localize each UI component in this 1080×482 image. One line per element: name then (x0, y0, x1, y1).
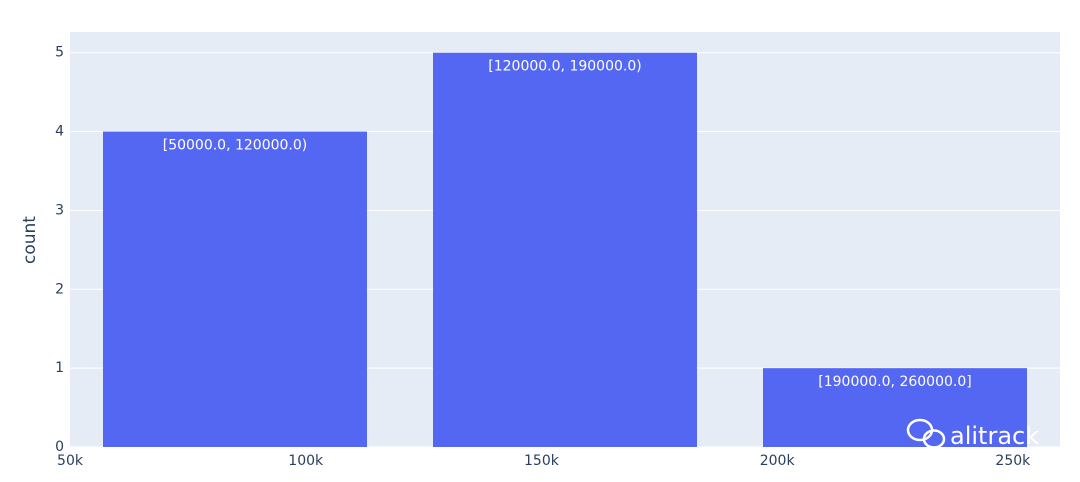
watermark-text: alitrack (950, 422, 1039, 450)
watermark-icon (922, 429, 946, 449)
bars: [50000.0, 120000.0) [120000.0, 190000.0) [… (103, 52, 1027, 448)
y-tick-label: 5 (55, 45, 64, 61)
x-tick-label: 50k (57, 453, 84, 469)
y-tick-label: 3 (55, 202, 64, 218)
y-tick-label: 0 (55, 439, 64, 455)
bar-label: [120000.0, 190000.0) (488, 59, 641, 75)
y-axis-title: count (20, 216, 40, 264)
bar-label: [190000.0, 260000.0] (818, 374, 971, 390)
watermark: alitrack (906, 418, 1039, 450)
bar-label: [50000.0, 120000.0) (163, 138, 308, 154)
x-tick-label: 100k (288, 453, 324, 469)
bar (763, 368, 1027, 447)
x-tick-label: 150k (524, 453, 560, 469)
bar (433, 52, 697, 448)
y-tick-label: 4 (55, 124, 64, 140)
x-tick-label: 250k (995, 453, 1031, 469)
bar (103, 131, 367, 448)
x-tick-label: 200k (760, 453, 796, 469)
y-tick-label: 1 (55, 360, 64, 376)
y-tick-label: 2 (55, 281, 64, 297)
